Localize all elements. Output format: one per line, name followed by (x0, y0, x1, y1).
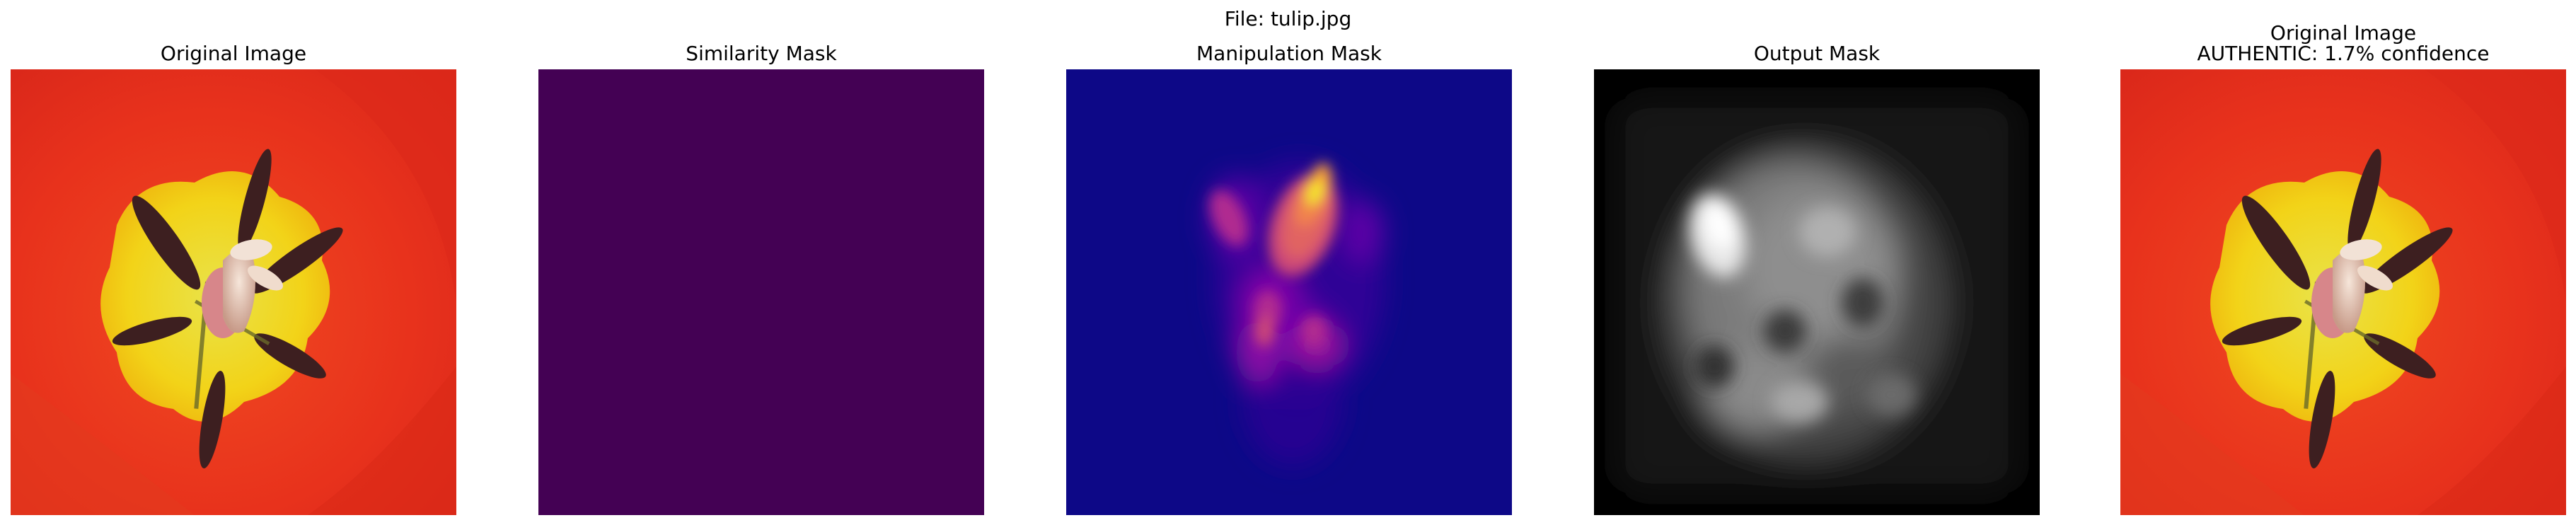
original-image (2120, 69, 2566, 515)
output-mask-image (1594, 69, 2040, 515)
panel-title: Similarity Mask (686, 42, 837, 65)
verdict-text: AUTHENTIC: 1.7% confidence (2197, 42, 2490, 65)
similarity-mask-image (538, 69, 984, 515)
panel-similarity-mask: Similarity Mask (538, 43, 984, 515)
panel-title: Original Image (160, 42, 307, 65)
panel-title: Manipulation Mask (1196, 42, 1382, 65)
panel-output-mask: Output Mask (1594, 43, 2040, 515)
original-image (11, 69, 456, 515)
panel-original-verdict: Original Image AUTHENTIC: 1.7% confidenc… (2120, 23, 2566, 515)
panel-title-line: Original Image (2270, 21, 2417, 45)
panel-title: Original Image AUTHENTIC: 1.7% confidenc… (2120, 23, 2566, 64)
manipulation-mask-image (1066, 69, 1512, 515)
panel-manipulation-mask: Manipulation Mask (1066, 43, 1512, 515)
figure-title: File: tulip.jpg (1224, 7, 1352, 30)
panel-title: Output Mask (1753, 42, 1881, 65)
panel-original-image: Original Image (11, 43, 456, 515)
